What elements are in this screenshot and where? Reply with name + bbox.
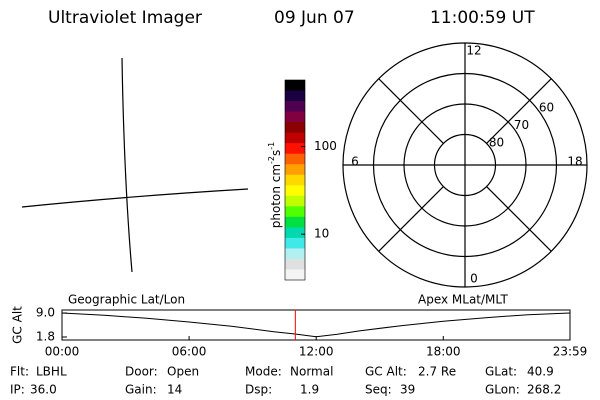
status-value: 39 bbox=[400, 383, 415, 397]
status-label: Mode: bbox=[245, 365, 282, 379]
colorbar-segment bbox=[285, 101, 305, 113]
status-label: Gain: bbox=[125, 383, 157, 397]
alt-curve bbox=[61, 312, 571, 338]
alt-ytick-label: 9.0 bbox=[36, 306, 55, 320]
status-label: Door: bbox=[125, 365, 158, 379]
colorbar-segment bbox=[285, 143, 305, 155]
date: 09 Jun 07 bbox=[274, 8, 355, 28]
status-value: Normal bbox=[290, 365, 333, 379]
colorbar-segment bbox=[285, 248, 305, 260]
alt-xtick-label: 23:59 bbox=[553, 345, 588, 359]
alt-right-title: Apex MLat/MLT bbox=[418, 293, 508, 307]
colorbar-segment bbox=[285, 185, 305, 197]
status-value: 14 bbox=[167, 383, 182, 397]
status-label: Dsp: bbox=[245, 383, 272, 397]
polar-ring-label: 60 bbox=[539, 100, 554, 114]
status-value: Open bbox=[167, 365, 199, 379]
status-value: 1.9 bbox=[300, 383, 319, 397]
alt-xtick-label: 06:00 bbox=[172, 345, 207, 359]
colorbar-segment bbox=[285, 90, 305, 102]
status-label: GLon: bbox=[485, 383, 520, 397]
mlt-label: 6 bbox=[351, 155, 359, 169]
colorbar-segment bbox=[285, 216, 305, 228]
geo-grid-line bbox=[121, 57, 133, 273]
status-label: Seq: bbox=[365, 383, 392, 397]
status-value: 2.7 Re bbox=[418, 365, 456, 379]
status-label: GC Alt: bbox=[365, 365, 407, 379]
alt-left-title: Geographic Lat/Lon bbox=[68, 293, 185, 307]
polar-diagonal bbox=[378, 186, 444, 252]
status-label: Flt: bbox=[10, 365, 29, 379]
colorbar-segment bbox=[285, 174, 305, 186]
colorbar-tick-label: 10 bbox=[314, 227, 329, 241]
alt-xtick-label: 12:00 bbox=[299, 345, 334, 359]
mlt-label: 18 bbox=[567, 155, 582, 169]
colorbar-segment bbox=[285, 258, 305, 270]
colorbar-segment bbox=[285, 153, 305, 165]
colorbar-segment bbox=[285, 122, 305, 134]
status-value: 40.9 bbox=[527, 365, 554, 379]
title: Ultraviolet Imager bbox=[48, 8, 202, 28]
colorbar-segment bbox=[285, 111, 305, 123]
geo-grid-line bbox=[21, 188, 249, 208]
status-label: GLat: bbox=[485, 365, 517, 379]
time: 11:00:59 UT bbox=[430, 8, 535, 28]
colorbar-segment bbox=[285, 227, 305, 239]
colorbar-segment bbox=[285, 164, 305, 176]
alt-xtick-label: 18:00 bbox=[426, 345, 461, 359]
status-value: LBHL bbox=[36, 365, 67, 379]
status-value: 36.0 bbox=[30, 383, 57, 397]
colorbar-tick-label: 100 bbox=[314, 139, 337, 153]
polar-diagonal bbox=[486, 78, 552, 144]
polar-ring-label: 80 bbox=[489, 135, 504, 149]
polar-ring-label: 70 bbox=[514, 118, 529, 132]
status-label: IP: bbox=[10, 383, 25, 397]
alt-ylabel: GC Alt bbox=[11, 306, 25, 344]
colorbar-segment bbox=[285, 195, 305, 207]
status-value: 268.2 bbox=[527, 383, 561, 397]
polar-diagonal bbox=[378, 78, 444, 144]
mlt-label: 12 bbox=[466, 44, 481, 58]
colorbar-segment bbox=[285, 80, 305, 92]
colorbar-segment bbox=[285, 206, 305, 218]
colorbar-segment bbox=[285, 132, 305, 144]
colorbar-segment bbox=[285, 237, 305, 249]
alt-ytick-label: 1.8 bbox=[36, 330, 55, 344]
alt-frame bbox=[61, 309, 571, 341]
colorbar-label: photon cm-2s-1 bbox=[267, 142, 283, 229]
polar-diagonal bbox=[486, 186, 552, 252]
mlt-label: 0 bbox=[470, 272, 478, 286]
alt-xtick-label: 00:00 bbox=[45, 345, 80, 359]
colorbar-segment bbox=[285, 269, 305, 281]
colorbar-frame bbox=[284, 79, 306, 281]
